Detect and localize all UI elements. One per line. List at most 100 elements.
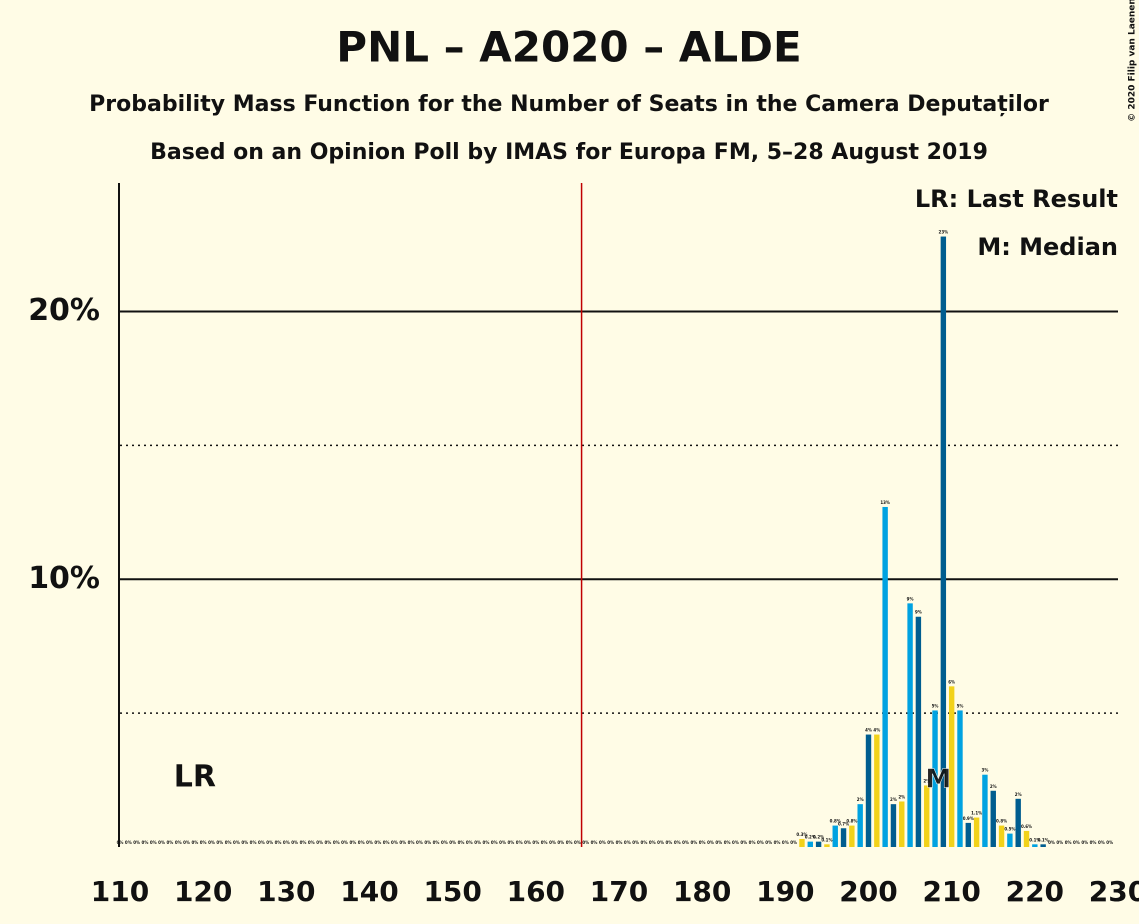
data-label: 0% — [441, 840, 448, 845]
subtitle: Probability Mass Function for the Number… — [89, 92, 1049, 117]
bar — [1032, 844, 1038, 847]
bar — [840, 828, 847, 847]
data-label: 0% — [666, 840, 673, 845]
data-label: 0% — [200, 840, 207, 845]
data-label: 0% — [516, 840, 523, 845]
copyright: © 2020 Filip van Laenen — [1128, 0, 1138, 122]
x-tick-label: 170 — [590, 875, 648, 908]
data-label: 0% — [591, 840, 598, 845]
bar — [915, 616, 922, 847]
bar — [874, 734, 880, 847]
x-tick-label: 230 — [1089, 875, 1139, 908]
data-label: 0% — [1073, 840, 1080, 845]
data-label: 5% — [957, 703, 964, 708]
x-tick-label: 110 — [91, 875, 149, 908]
bar — [1040, 844, 1046, 847]
data-label: 0% — [291, 840, 298, 845]
bar — [815, 841, 822, 847]
data-label: 0% — [657, 840, 664, 845]
data-label: 0% — [682, 840, 689, 845]
data-label: 0% — [275, 840, 282, 845]
data-label: 0% — [566, 840, 573, 845]
data-label: 0% — [1090, 840, 1097, 845]
data-label: 1.1% — [971, 811, 982, 816]
data-label: 0.7% — [838, 821, 849, 826]
bar — [948, 686, 955, 847]
x-tick-label: 200 — [839, 875, 897, 908]
data-label: 0% — [749, 840, 756, 845]
data-label: 0% — [474, 840, 481, 845]
bar — [932, 710, 938, 847]
bar — [957, 710, 963, 847]
bar — [990, 790, 996, 847]
y-tick-label: 20% — [28, 293, 100, 328]
data-label: 0% — [491, 840, 498, 845]
data-label: 0% — [574, 840, 581, 845]
data-label: 0% — [582, 840, 589, 845]
data-label: 0% — [349, 840, 356, 845]
data-label: 2% — [890, 797, 897, 802]
bar — [1007, 833, 1013, 847]
data-label: 0% — [466, 840, 473, 845]
data-label: 0% — [225, 840, 232, 845]
bar — [865, 734, 872, 847]
x-tick-label: 150 — [423, 875, 481, 908]
data-label: 0% — [765, 840, 772, 845]
data-label: 0% — [1048, 840, 1055, 845]
data-label: 0% — [790, 840, 797, 845]
bar — [965, 822, 971, 847]
data-label: 0% — [1081, 840, 1088, 845]
data-label: 0% — [699, 840, 706, 845]
data-label: 0% — [624, 840, 631, 845]
data-label: 0% — [641, 840, 648, 845]
data-label: 0.8% — [996, 819, 1007, 824]
data-label: 0% — [399, 840, 406, 845]
data-label: 23% — [939, 230, 949, 235]
data-label: 0% — [250, 840, 257, 845]
data-label: 2% — [1015, 792, 1022, 797]
x-tick-label: 140 — [340, 875, 398, 908]
data-label: 2% — [923, 778, 930, 783]
data-label: 4% — [873, 728, 880, 733]
data-label: 0% — [1065, 840, 1072, 845]
data-label: 0% — [449, 840, 456, 845]
data-label: 0% — [674, 840, 681, 845]
data-label: 0% — [341, 840, 348, 845]
subtitle: Based on an Opinion Poll by IMAS for Eur… — [150, 140, 988, 165]
legend-entry: LR: Last Result — [915, 185, 1118, 213]
data-label: 0% — [117, 840, 124, 845]
data-label: 0% — [150, 840, 157, 845]
data-label: 0% — [483, 840, 490, 845]
data-label: 0% — [175, 840, 182, 845]
data-label: 0% — [142, 840, 149, 845]
data-label: 0% — [774, 840, 781, 845]
data-label: 0% — [300, 840, 307, 845]
bar — [807, 841, 813, 847]
bar — [1023, 830, 1030, 847]
bar — [1015, 798, 1021, 847]
data-label: 0% — [649, 840, 656, 845]
data-label: 0.1% — [1029, 837, 1040, 842]
data-label: 0% — [1106, 840, 1113, 845]
data-label: 0% — [383, 840, 390, 845]
data-label: 0% — [125, 840, 132, 845]
data-label: 0% — [549, 840, 556, 845]
x-tick-label: 180 — [673, 875, 731, 908]
legend-entry: M: Median — [977, 233, 1118, 261]
data-label: 0.5% — [1004, 827, 1015, 832]
x-tick-label: 130 — [257, 875, 315, 908]
x-tick-label: 120 — [174, 875, 232, 908]
data-label: 0.9% — [963, 816, 974, 821]
data-label: 0% — [366, 840, 373, 845]
data-label: 0% — [191, 840, 198, 845]
last-result-label: LR — [174, 760, 216, 795]
data-label: 0% — [416, 840, 423, 845]
data-label: 0% — [599, 840, 606, 845]
x-tick-label: 210 — [922, 875, 980, 908]
bar — [924, 785, 930, 847]
data-label: 0.8% — [830, 819, 841, 824]
data-label: 0% — [740, 840, 747, 845]
data-label: 0.3% — [796, 832, 807, 837]
